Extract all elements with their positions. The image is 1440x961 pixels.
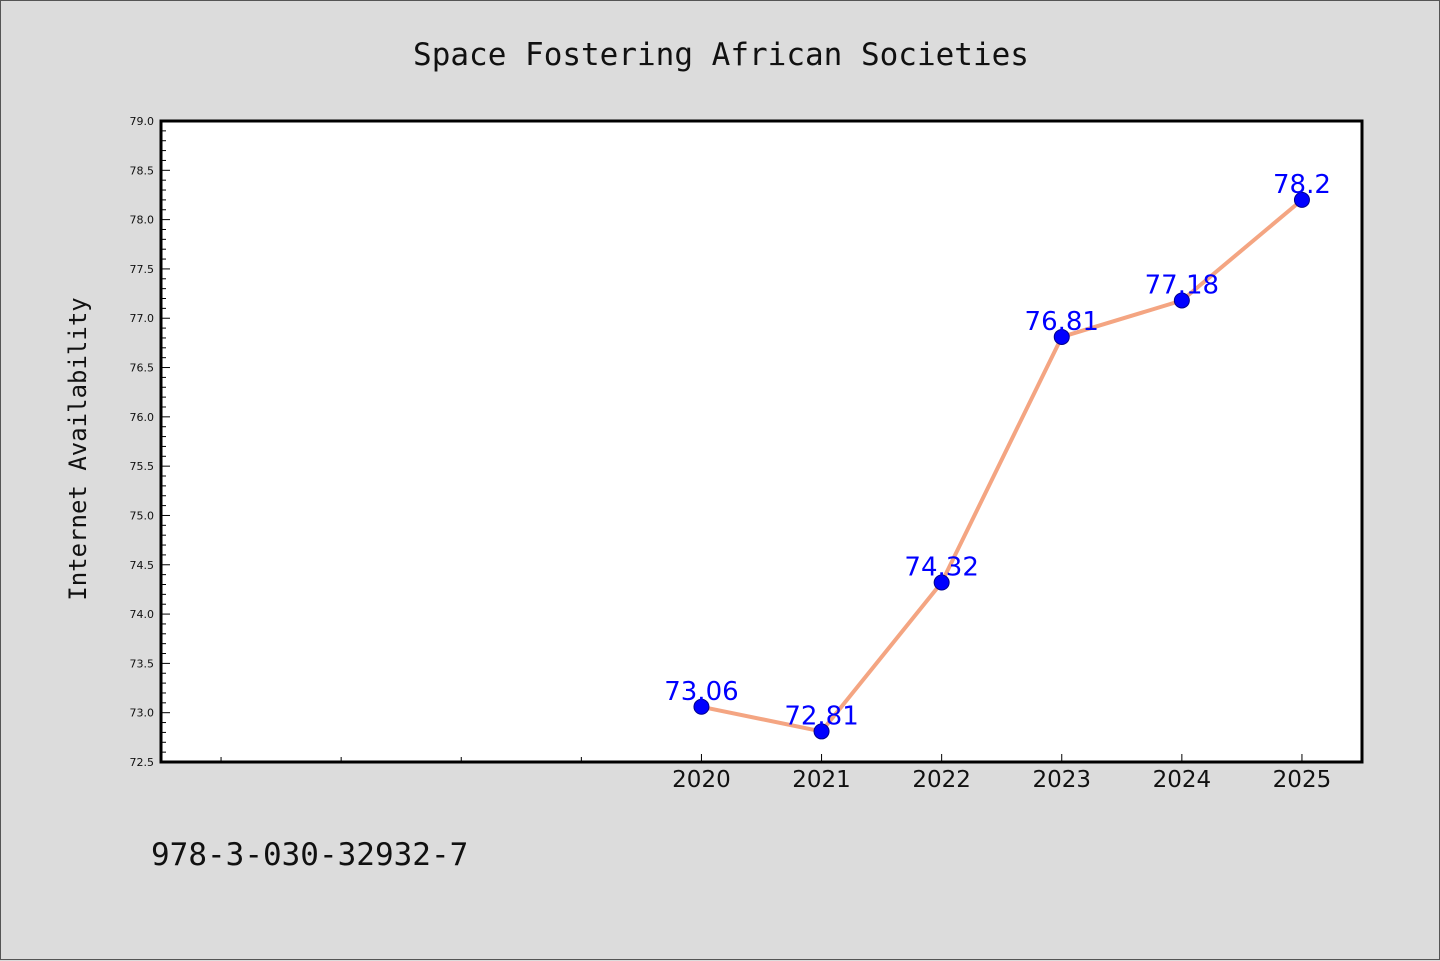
- data-label: 74.32: [904, 553, 978, 583]
- data-point: [813, 723, 830, 740]
- x-tick-label: 2024: [1153, 767, 1212, 793]
- y-tick-label: 78.0: [130, 214, 155, 227]
- data-point: [1173, 292, 1190, 309]
- y-tick-label: 73.5: [130, 657, 155, 670]
- series-line: [699, 197, 1304, 734]
- data-label: 78.2: [1273, 170, 1331, 200]
- y-tick-label: 77.5: [130, 263, 155, 276]
- y-tick-label: 76.5: [130, 362, 155, 375]
- y-tick-label: 76.0: [130, 411, 155, 424]
- data-label: 77.18: [1145, 270, 1219, 300]
- plot-area: [159, 119, 1364, 764]
- x-tick-label: 2023: [1032, 767, 1091, 793]
- data-point: [693, 698, 710, 715]
- y-tick-label: 77.0: [130, 312, 155, 325]
- y-tick-label: 78.5: [130, 164, 155, 177]
- y-tick-label: 75.0: [130, 509, 155, 522]
- y-tick-label: 72.5: [130, 756, 155, 769]
- y-tick-label: 75.5: [130, 460, 155, 473]
- data-label: 76.81: [1025, 307, 1099, 337]
- series-layer: [693, 191, 1310, 740]
- data-point: [1293, 191, 1310, 208]
- y-axis-label: Internet Availability: [64, 297, 92, 600]
- y-tick-label: 73.0: [130, 707, 155, 720]
- y-tick-label: 79.0: [130, 115, 155, 128]
- data-label: 73.06: [664, 677, 738, 707]
- y-tick-label: 74.0: [130, 608, 155, 621]
- x-tick-label: 2022: [912, 767, 971, 793]
- chart-title: Space Fostering African Societies: [413, 37, 1029, 73]
- isbn-text: 978-3-030-32932-7: [151, 837, 468, 873]
- data-point: [933, 574, 950, 591]
- data-point: [1053, 328, 1070, 345]
- x-tick-label: 2021: [792, 767, 851, 793]
- data-label-layer: 73.06 72.81 74.32 76.81 77.18 78.2: [664, 170, 1331, 732]
- data-label: 72.81: [784, 701, 858, 731]
- x-axis-ticks: 2020 2021 2022 2023 2024 2025: [220, 754, 1332, 793]
- x-tick-label: 2025: [1273, 767, 1332, 793]
- x-tick-label: 2020: [672, 767, 731, 793]
- y-tick-label: 74.5: [130, 559, 155, 572]
- y-axis-ticks: 72.5 73.0 73.5 74.0 74.5 75.0 75.5 76.0 76.5 77.0…: [130, 115, 170, 769]
